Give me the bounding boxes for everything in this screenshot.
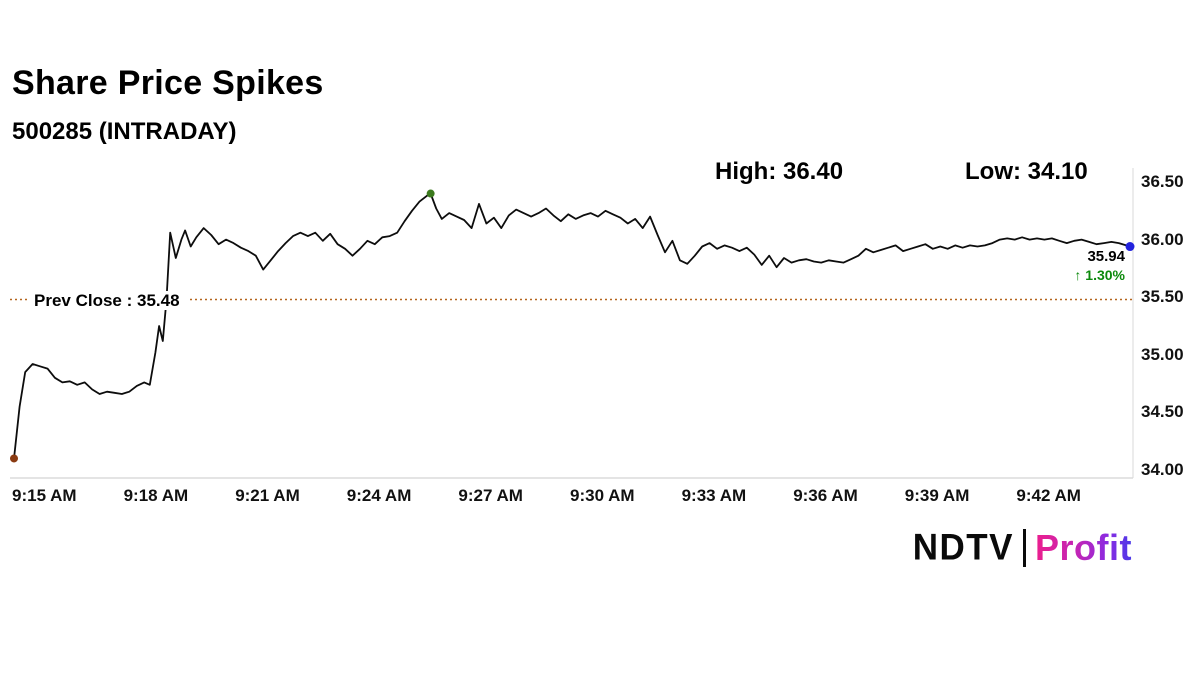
change-percent-value: 1.30% — [1085, 266, 1125, 283]
prev-close-label: Prev Close : 35.48 — [27, 291, 187, 310]
x-axis-tick-label: 9:39 AM — [904, 486, 970, 505]
x-axis-tick-label: 9:15 AM — [12, 486, 77, 505]
y-axis-tick-label: 35.50 — [1141, 287, 1184, 307]
x-axis-tick-label: 9:42 AM — [1016, 486, 1081, 505]
x-axis-tick-label: 9:36 AM — [793, 486, 858, 505]
low-stat: Low: 34.10 — [965, 158, 1088, 185]
session-open-dot — [10, 454, 18, 463]
last-price-value: 35.94 — [1087, 248, 1125, 265]
x-axis-tick-label: 9:30 AM — [570, 486, 635, 505]
instrument-subtitle: 500285 (INTRADAY) — [12, 118, 237, 145]
y-axis-tick-label: 36.00 — [1141, 229, 1184, 249]
y-axis-tick-label: 36.50 — [1141, 172, 1184, 191]
x-axis-tick-label: 9:27 AM — [458, 486, 523, 505]
page-title: Share Price Spikes — [12, 64, 324, 102]
x-axis-tick-label: 9:33 AM — [681, 486, 747, 505]
x-axis-labels: 9:15 AM 9:18 AM 9:21 AM 9:24 AM 9:27 AM 9:30 … — [0, 486, 1200, 508]
y-axis-tick-label: 34.00 — [1141, 460, 1184, 479]
ndtv-wordmark: NDTV — [912, 527, 1014, 568]
change-percent: ↑ 1.30% — [1030, 266, 1125, 283]
last-price-dot — [1125, 242, 1135, 252]
high-stat: High: 36.40 — [715, 158, 844, 185]
ndtv-profit-logo: NDTV Profit — [913, 527, 1132, 569]
x-axis-tick-label: 9:21 AM — [235, 486, 300, 505]
price-line — [13, 192, 1131, 460]
up-arrow-icon: ↑ — [1074, 266, 1082, 283]
y-axis-tick-label: 34.50 — [1141, 402, 1184, 422]
x-axis-tick-label: 9:18 AM — [123, 486, 189, 505]
profit-wordmark: Profit — [1035, 527, 1132, 568]
logo-separator-bar — [1023, 529, 1026, 567]
y-axis-tick-label: 35.00 — [1141, 344, 1184, 364]
x-axis-tick-label: 9:24 AM — [346, 486, 412, 505]
intraday-high-dot — [426, 189, 435, 198]
y-axis-labels: 36.50 36.00 35.50 35.00 34.50 34.00 — [1141, 0, 1200, 674]
last-price-annotation: 35.94 ↑ 1.30% — [1030, 248, 1125, 283]
